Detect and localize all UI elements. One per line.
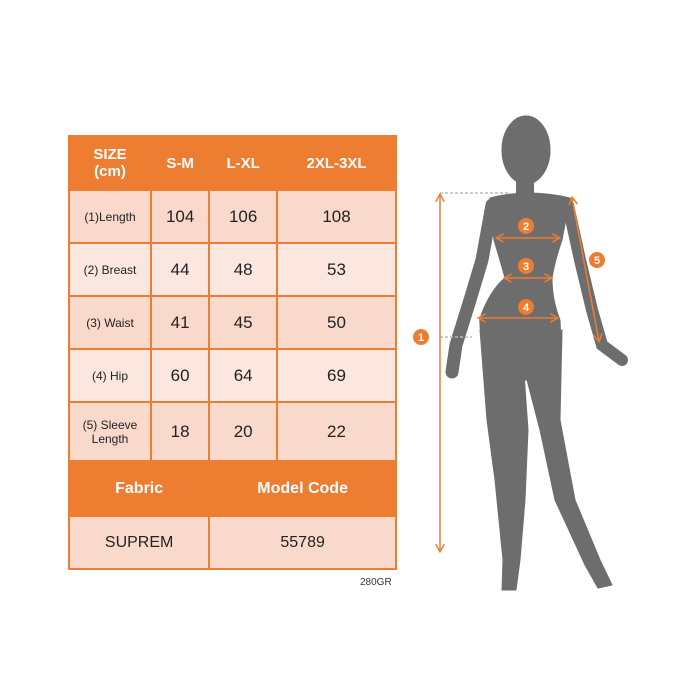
marker-2: [518, 218, 534, 234]
row-label: (2) Breast: [68, 242, 152, 297]
cell: 44: [149, 242, 211, 297]
marker-4-label: 4: [523, 302, 530, 314]
cell: 20: [208, 401, 279, 462]
cell: 69: [276, 348, 397, 403]
marker-5: [589, 252, 605, 268]
size-chart-table: SIZE (cm) S-M L-XL 2XL-3XL (1)Length 104…: [67, 135, 397, 570]
cell: 50: [276, 295, 397, 350]
row-label: (3) Waist: [68, 295, 152, 350]
row-label: (5) Sleeve Length: [68, 401, 152, 462]
size-header: SIZE (cm): [68, 135, 152, 191]
fabric-label: Fabric: [67, 460, 211, 517]
cell: 60: [149, 348, 211, 403]
fabric-header-row: Fabric Model Code: [67, 460, 397, 517]
cell: 45: [208, 295, 279, 350]
model-code-label: Model Code: [208, 460, 397, 517]
table-row: (1)Length 104 106 108: [68, 189, 397, 244]
cell: 108: [276, 189, 397, 244]
cell: 53: [276, 242, 397, 297]
cell: 106: [208, 189, 279, 244]
row-label: (4) Hip: [68, 348, 152, 403]
marker-4: [518, 299, 534, 315]
table-row: (2) Breast 44 48 53: [68, 242, 397, 297]
marker-2-label: 2: [523, 221, 529, 233]
sleeve-arrow: [572, 198, 599, 341]
size-s-m: S-M: [149, 135, 211, 191]
cell: 48: [208, 242, 279, 297]
size-2xl-3xl: 2XL-3XL: [276, 135, 397, 191]
marker-1-label: 1: [418, 332, 424, 344]
fabric-value: SUPREM: [67, 515, 211, 570]
cell: 18: [149, 401, 211, 462]
cell: 104: [149, 189, 211, 244]
marker-5-label: 5: [594, 255, 600, 267]
silhouette: [445, 115, 628, 591]
marker-3-label: 3: [523, 261, 529, 273]
marker-1: [413, 329, 429, 345]
size-l-xl: L-XL: [208, 135, 279, 191]
table-row: (5) Sleeve Length 18 20 22: [68, 401, 397, 462]
marker-3: [518, 258, 534, 274]
model-code-value: 55789: [208, 515, 397, 570]
cell: 64: [208, 348, 279, 403]
cell: 41: [149, 295, 211, 350]
fabric-weight-note: 280GR: [360, 577, 392, 588]
fabric-value-row: SUPREM 55789: [67, 515, 397, 570]
row-label: (1)Length: [68, 189, 152, 244]
cell: 22: [276, 401, 397, 462]
table-row: (4) Hip 60 64 69: [68, 348, 397, 403]
header-row: SIZE (cm) S-M L-XL 2XL-3XL: [68, 135, 397, 191]
table-row: (3) Waist 41 45 50: [68, 295, 397, 350]
